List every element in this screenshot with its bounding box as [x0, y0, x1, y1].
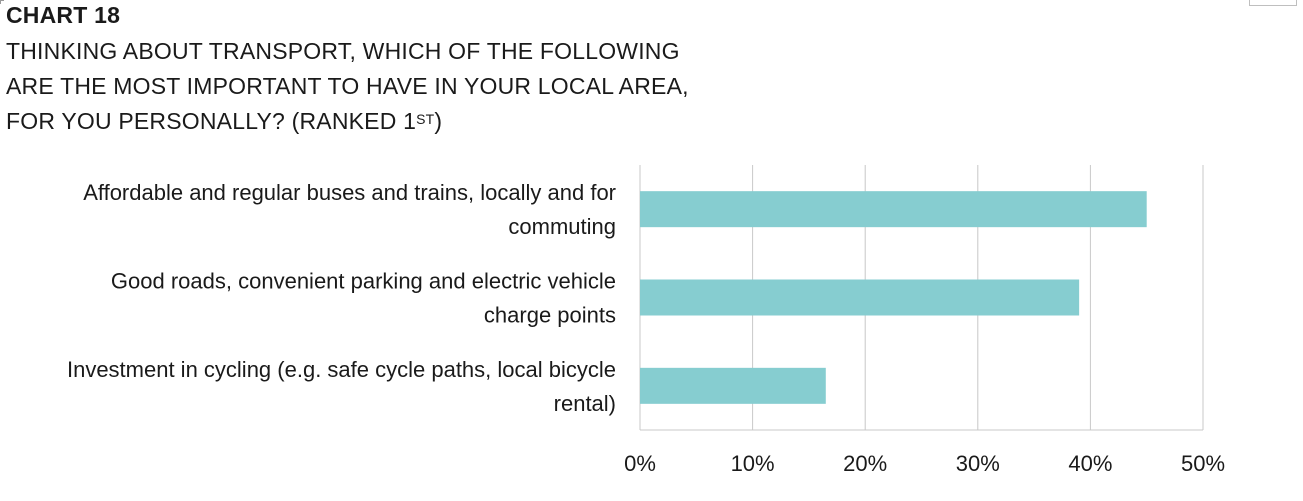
chart-title: THINKING ABOUT TRANSPORT, WHICH OF THE F…	[6, 34, 689, 139]
chart-title-line-2: ARE THE MOST IMPORTANT TO HAVE IN YOUR L…	[6, 73, 689, 99]
chart-title-line-3-suffix: )	[434, 108, 443, 134]
chart-title-line-3-prefix: FOR YOU PERSONALLY? (RANKED 1	[6, 108, 417, 134]
bar-2	[640, 367, 826, 404]
chart-title-superscript: ST	[416, 111, 435, 127]
category-label-1-0: Good roads, convenient parking and elect…	[111, 269, 616, 294]
bar-0	[640, 191, 1147, 228]
x-tick-label-0: 0%	[624, 451, 656, 476]
chart-number: CHART 18	[6, 2, 121, 28]
category-label-0-0: Affordable and regular buses and trains,…	[83, 180, 616, 205]
corner-box	[1249, 0, 1297, 6]
x-tick-label-2: 20%	[843, 451, 887, 476]
chart-title-line-1: THINKING ABOUT TRANSPORT, WHICH OF THE F…	[6, 38, 680, 64]
corner-mark	[0, 0, 4, 4]
category-label-0-1: commuting	[508, 214, 616, 239]
category-label-2-0: Investment in cycling (e.g. safe cycle p…	[67, 357, 616, 382]
x-tick-label-5: 50%	[1181, 451, 1225, 476]
x-tick-label-1: 10%	[731, 451, 775, 476]
x-tick-label-4: 40%	[1068, 451, 1112, 476]
x-tick-label-3: 30%	[956, 451, 1000, 476]
category-label-1-1: charge points	[484, 303, 616, 328]
category-label-2-1: rental)	[554, 391, 616, 416]
chart-title-line-3: FOR YOU PERSONALLY? (RANKED 1ST)	[6, 104, 689, 139]
bar-1	[640, 279, 1080, 316]
